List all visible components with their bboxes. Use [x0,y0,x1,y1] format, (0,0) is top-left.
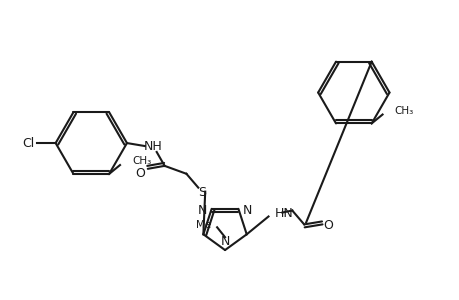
Text: O: O [322,219,332,232]
Text: N: N [198,204,207,217]
Text: Cl: Cl [22,136,34,150]
Text: CH₃: CH₃ [132,156,151,166]
Text: O: O [134,167,145,180]
Text: N: N [242,204,252,217]
Text: CH₃: CH₃ [394,106,413,116]
Text: NH: NH [143,140,162,152]
Text: N: N [220,235,229,248]
Text: Me: Me [196,220,211,230]
Text: S: S [198,186,206,199]
Text: HN: HN [274,207,292,220]
